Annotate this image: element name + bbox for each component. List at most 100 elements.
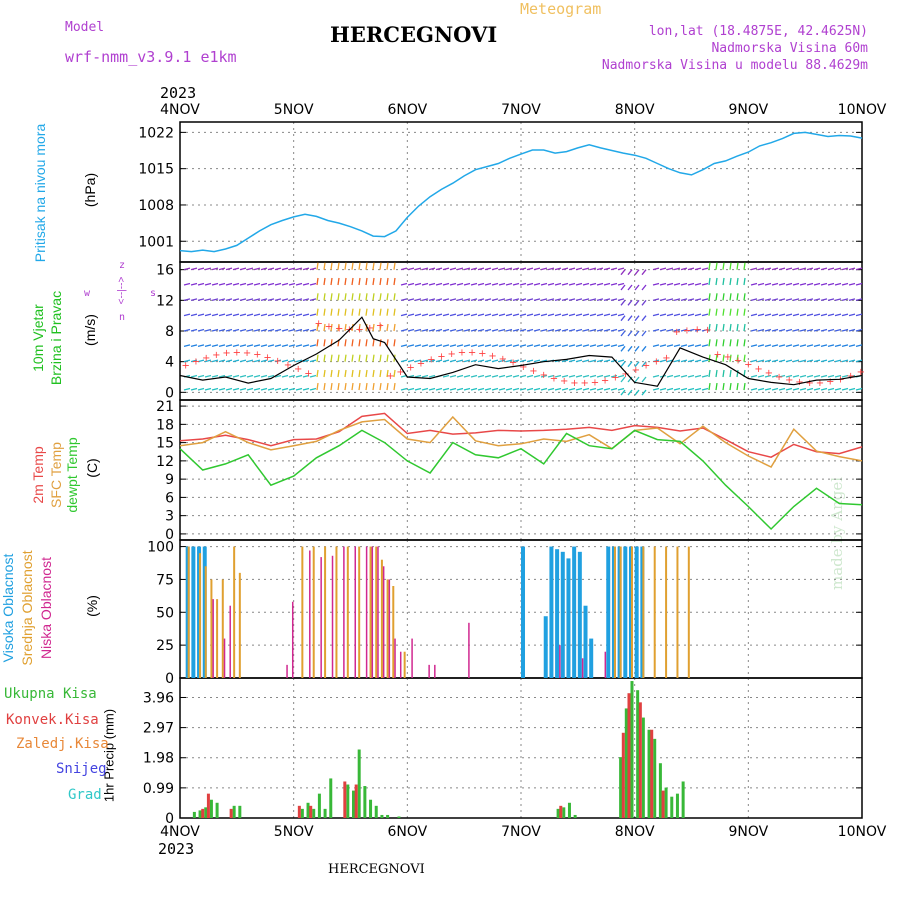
wind-barb bbox=[372, 354, 375, 362]
gust-marker: + bbox=[775, 372, 783, 383]
precip-bar-0 bbox=[329, 778, 333, 818]
wind-barb bbox=[358, 369, 361, 378]
wind-barb bbox=[456, 359, 464, 363]
wind-barb bbox=[295, 298, 303, 301]
wind-barb bbox=[414, 359, 422, 363]
wind-barb bbox=[634, 299, 640, 306]
wind-barb bbox=[449, 374, 457, 378]
wind-barb bbox=[260, 344, 268, 347]
cloud-bar-0 bbox=[606, 546, 611, 678]
wind-barb bbox=[792, 328, 800, 332]
precip-bar-0 bbox=[317, 793, 321, 818]
wind-barb bbox=[526, 374, 534, 378]
wind-barb bbox=[634, 330, 640, 337]
wind-barb bbox=[617, 374, 625, 378]
precip-bar-0 bbox=[346, 784, 350, 818]
wind-barb bbox=[743, 382, 746, 391]
wind-barb bbox=[246, 328, 254, 332]
wind-barb bbox=[232, 267, 240, 271]
wind-barb bbox=[540, 387, 548, 391]
wind-barb bbox=[218, 282, 226, 286]
wind-barb bbox=[281, 298, 289, 301]
wind-barb bbox=[834, 387, 842, 391]
y-tick-label: 21 bbox=[156, 399, 174, 415]
wind-barb bbox=[729, 293, 732, 301]
cloud-bar-2 bbox=[331, 555, 334, 678]
wind-barb bbox=[694, 359, 702, 363]
wind-barb bbox=[568, 313, 576, 317]
wind-barb bbox=[470, 344, 478, 347]
wind-barb bbox=[757, 267, 765, 271]
wind-barb bbox=[379, 369, 382, 378]
wind-barb bbox=[239, 359, 247, 363]
wind-barb bbox=[652, 298, 660, 301]
wind-barb bbox=[407, 359, 415, 363]
wind-barb bbox=[680, 313, 688, 317]
wind-barb bbox=[463, 328, 471, 332]
wind-barb bbox=[491, 359, 499, 363]
wind-barb bbox=[561, 374, 569, 378]
wind-barb bbox=[498, 267, 506, 271]
y-tick-label: 25 bbox=[156, 638, 174, 654]
wind-barb bbox=[421, 359, 429, 363]
legend-total-rain: Ukupna Kisa bbox=[4, 686, 97, 702]
wind-barb bbox=[799, 374, 807, 378]
wind-barb bbox=[463, 374, 471, 378]
x-tick-label-top: 6NOV bbox=[387, 102, 427, 118]
wind-barb bbox=[267, 359, 275, 363]
wind-barb bbox=[715, 339, 718, 347]
gust-marker: + bbox=[652, 357, 660, 368]
wind-barb bbox=[848, 298, 856, 301]
gust-marker: + bbox=[550, 374, 558, 385]
cloud-bar-0 bbox=[560, 551, 565, 678]
wind-barb bbox=[204, 267, 212, 271]
wind-barb bbox=[288, 267, 296, 271]
wind-barb bbox=[372, 308, 375, 316]
wind-barb bbox=[575, 374, 583, 378]
wind-barb bbox=[582, 267, 590, 271]
gust-marker: + bbox=[233, 348, 241, 359]
model-altitude-label: Nadmorska Visina u modelu 88.4629m bbox=[601, 58, 868, 73]
legend-froz-rain: Zaledj.Kisa bbox=[16, 736, 109, 752]
gust-marker: + bbox=[304, 368, 312, 379]
wind-barb bbox=[603, 359, 611, 363]
wind-barb bbox=[456, 298, 464, 301]
gust-marker: + bbox=[284, 360, 292, 371]
wind-barb bbox=[806, 298, 814, 301]
wind-barb bbox=[561, 328, 569, 332]
gust-marker: + bbox=[499, 354, 507, 365]
gust-marker: + bbox=[417, 358, 425, 369]
wind-barb bbox=[344, 293, 347, 301]
cloud-bar-0 bbox=[583, 605, 588, 678]
y-tick-label: 4 bbox=[165, 355, 174, 371]
wind-barb bbox=[267, 313, 275, 317]
wind-barb bbox=[568, 298, 576, 301]
wind-barb bbox=[627, 361, 633, 368]
wind-barb bbox=[267, 374, 275, 378]
wind-barb bbox=[757, 387, 765, 391]
wind-barb bbox=[288, 359, 296, 363]
wind-barb bbox=[190, 344, 198, 347]
gust-marker: + bbox=[580, 378, 588, 389]
wind-barb bbox=[715, 308, 718, 316]
wind-barb bbox=[687, 359, 695, 363]
cloud-bar-1 bbox=[403, 651, 406, 678]
wind-barb bbox=[701, 267, 709, 271]
wind-barb bbox=[281, 267, 289, 271]
wind-barb bbox=[232, 359, 240, 363]
cloud-bar-2 bbox=[468, 622, 470, 678]
cloud-bar-1 bbox=[324, 546, 327, 678]
gust-marker: + bbox=[529, 366, 537, 377]
wind-barb bbox=[554, 328, 562, 332]
y-tick-label: 75 bbox=[156, 572, 174, 588]
wind-barb bbox=[421, 344, 429, 347]
precip-bar-0 bbox=[323, 808, 327, 818]
precip-bar-0 bbox=[619, 757, 623, 818]
wind-barb bbox=[659, 359, 667, 363]
wind-barb bbox=[491, 282, 499, 286]
gust-marker: + bbox=[857, 367, 865, 378]
cloud-bar-1 bbox=[613, 546, 616, 678]
wind-barb bbox=[421, 374, 429, 378]
wind-barb bbox=[526, 359, 534, 363]
wind-barb bbox=[743, 293, 746, 301]
